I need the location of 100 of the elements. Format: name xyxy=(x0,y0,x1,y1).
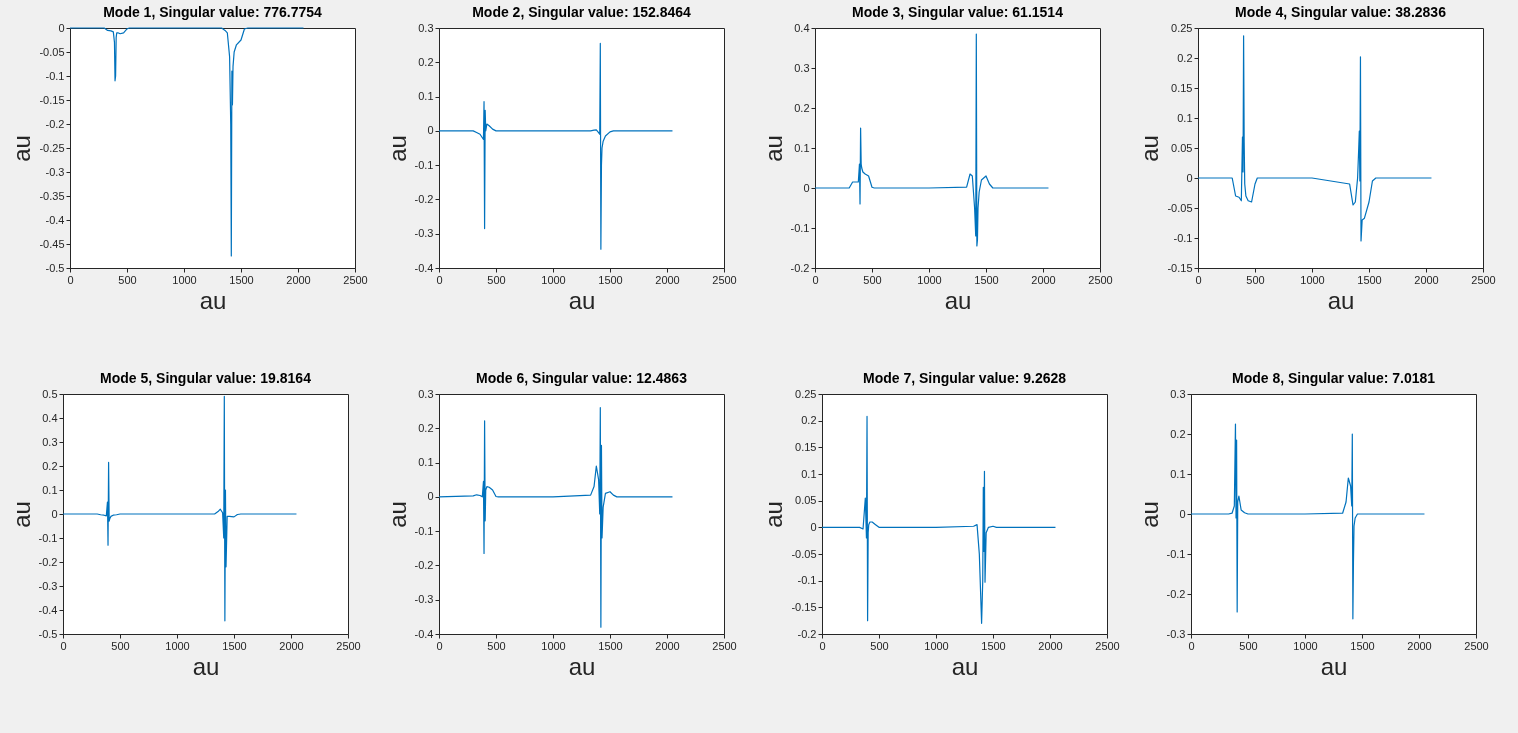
x-tick-label: 1000 xyxy=(1293,639,1318,652)
y-tick-label: 0.2 xyxy=(1170,427,1186,440)
y-tick-label: -0.3 xyxy=(38,579,58,592)
x-tick-label: 1000 xyxy=(541,273,566,286)
chart-title: Mode 1, Singular value: 776.7754 xyxy=(103,4,323,20)
y-tick-label: -0.15 xyxy=(39,93,65,106)
y-tick-label: 0 xyxy=(58,21,65,34)
y-tick-label: -0.3 xyxy=(45,165,65,178)
chart-title: Mode 2, Singular value: 152.8464 xyxy=(472,4,692,20)
line-series xyxy=(69,27,305,257)
y-tick-label: -0.1 xyxy=(45,69,65,82)
x-tick-label: 0 xyxy=(67,273,74,286)
y-tick-label: 0.5 xyxy=(42,387,58,400)
y-tick-label: -0.3 xyxy=(414,593,434,606)
y-tick-label: 0.3 xyxy=(794,61,810,74)
y-tick-label: -0.2 xyxy=(38,555,58,568)
line-series xyxy=(438,407,674,628)
y-tick-label: 0.3 xyxy=(418,21,434,34)
y-tick-label: -0.5 xyxy=(38,627,58,640)
y-tick-label: 0.2 xyxy=(794,101,810,114)
x-tick-label: 1000 xyxy=(165,639,190,652)
x-tick-label: 1500 xyxy=(229,273,254,286)
x-tick-label: 500 xyxy=(1239,639,1258,652)
chart-title: Mode 7, Singular value: 9.2628 xyxy=(862,370,1067,386)
y-tick-label: 0.1 xyxy=(42,483,58,496)
x-tick-label: 1000 xyxy=(172,273,197,286)
y-tick-label: 0.4 xyxy=(42,411,58,424)
chart-title: Mode 4, Singular value: 38.2836 xyxy=(1235,4,1447,20)
y-tick-label: 0.1 xyxy=(801,467,817,480)
x-tick-label: 1000 xyxy=(924,639,949,652)
chart-title: Mode 8, Singular value: 7.0181 xyxy=(1231,370,1436,386)
x-tick-label: 500 xyxy=(863,273,882,286)
y-tick-label: -0.1 xyxy=(38,531,58,544)
y-tick-label: 0 xyxy=(803,181,810,194)
chart-title: Mode 3, Singular value: 61.1514 xyxy=(852,4,1064,20)
y-tick-label: 0 xyxy=(427,124,434,137)
line-series xyxy=(1190,423,1426,620)
y-tick-label: 0 xyxy=(1179,507,1186,520)
y-tick-label: -0.4 xyxy=(414,627,434,640)
x-tick-label: 2500 xyxy=(343,273,368,286)
y-tick-label: 0.1 xyxy=(1170,467,1186,480)
y-tick-label: 0.4 xyxy=(794,21,810,34)
y-tick-label: -0.2 xyxy=(45,117,65,130)
x-tick-label: 1000 xyxy=(541,639,566,652)
x-tick-label: 1500 xyxy=(1350,639,1375,652)
y-tick-label: 0.1 xyxy=(794,141,810,154)
x-tick-label: 2000 xyxy=(655,639,680,652)
line-series xyxy=(62,395,298,622)
x-tick-label: 0 xyxy=(436,273,443,286)
x-tick-label: 2000 xyxy=(279,639,304,652)
line-series xyxy=(438,42,674,250)
x-tick-label: 2500 xyxy=(1471,273,1496,286)
y-tick-label: -0.2 xyxy=(790,261,810,274)
y-tick-label: 0 xyxy=(427,490,434,503)
x-tick-label: 0 xyxy=(1195,273,1202,286)
x-tick-label: 2000 xyxy=(1407,639,1432,652)
y-tick-label: -0.2 xyxy=(414,192,434,205)
y-tick-label: -0.1 xyxy=(414,158,434,171)
y-tick-label: 0.05 xyxy=(1171,141,1193,154)
x-tick-label: 500 xyxy=(111,639,130,652)
y-tick-label: -0.2 xyxy=(797,627,817,640)
x-tick-label: 1500 xyxy=(1357,273,1382,286)
x-tick-label: 0 xyxy=(436,639,443,652)
y-tick-label: 0.3 xyxy=(1170,387,1186,400)
x-tick-label: 1000 xyxy=(1300,273,1325,286)
x-tick-label: 1500 xyxy=(598,273,623,286)
y-tick-label: 0.3 xyxy=(42,435,58,448)
line-series xyxy=(821,415,1057,624)
y-tick-label: -0.3 xyxy=(414,227,434,240)
chart-title: Mode 5, Singular value: 19.8164 xyxy=(100,370,312,386)
y-tick-label: -0.1 xyxy=(414,524,434,537)
x-tick-label: 1500 xyxy=(598,639,623,652)
x-tick-label: 500 xyxy=(487,639,506,652)
y-tick-label: 0 xyxy=(51,507,58,520)
y-tick-label: 0.2 xyxy=(801,414,817,427)
x-axis-title: au xyxy=(944,286,972,314)
x-tick-label: 1500 xyxy=(981,639,1006,652)
y-tick-label: -0.4 xyxy=(414,261,434,274)
y-tick-label: 0.2 xyxy=(418,421,434,434)
x-tick-label: 2500 xyxy=(712,273,737,286)
x-tick-label: 1500 xyxy=(222,639,247,652)
y-tick-label: -0.1 xyxy=(797,574,817,587)
x-axis-title: au xyxy=(951,652,979,680)
y-tick-label: -0.2 xyxy=(414,558,434,571)
y-tick-label: -0.05 xyxy=(39,45,65,58)
y-tick-label: -0.45 xyxy=(39,237,65,250)
line-series xyxy=(1197,35,1433,242)
x-axis-title: au xyxy=(568,652,596,680)
x-tick-label: 2500 xyxy=(1088,273,1113,286)
y-tick-label: -0.25 xyxy=(39,141,65,154)
y-axis-title: au xyxy=(1136,135,1164,162)
y-tick-label: 0.2 xyxy=(418,55,434,68)
x-axis-title: au xyxy=(1327,286,1355,314)
y-tick-label: 0.1 xyxy=(418,90,434,103)
y-axis-title: au xyxy=(7,501,35,528)
y-tick-label: 0 xyxy=(1186,171,1193,184)
y-tick-label: -0.1 xyxy=(1166,547,1186,560)
y-tick-label: -0.05 xyxy=(791,547,817,560)
y-tick-label: -0.4 xyxy=(45,213,65,226)
x-tick-label: 500 xyxy=(487,273,506,286)
